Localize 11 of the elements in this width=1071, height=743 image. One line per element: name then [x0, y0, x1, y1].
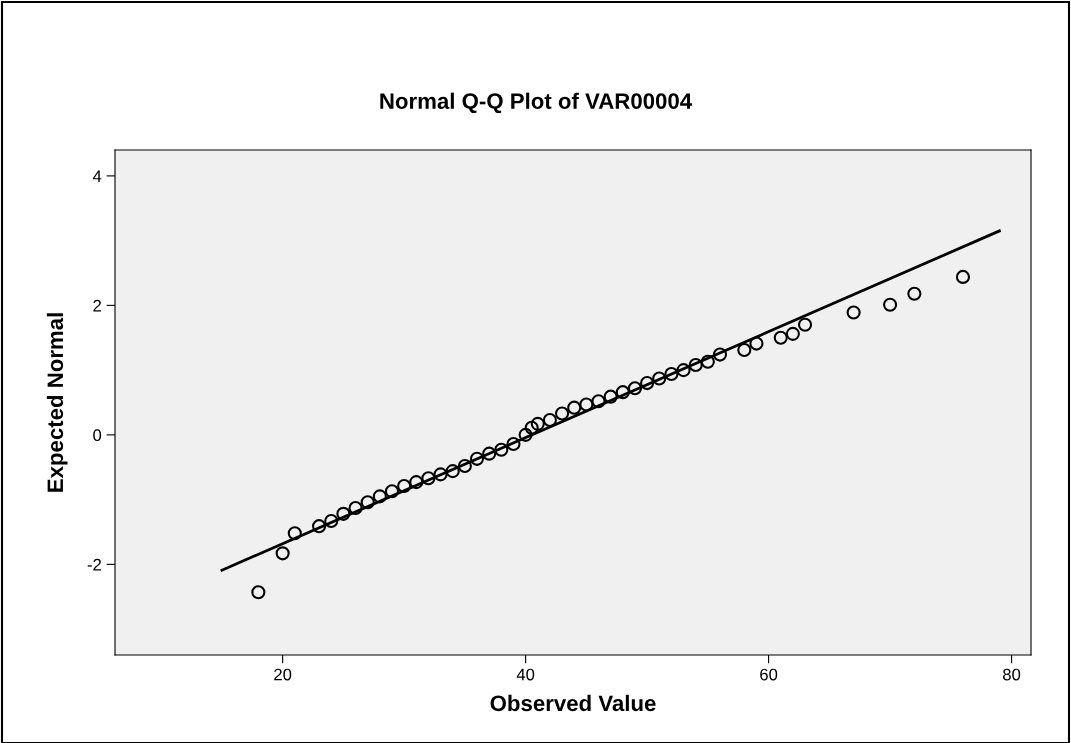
x-tick-label: 20	[274, 668, 292, 681]
y-tick-label: 0	[93, 429, 102, 442]
x-tick-label: 60	[760, 668, 778, 681]
x-tick-label: 80	[1003, 668, 1021, 681]
x-axis-title: Observed Value	[490, 694, 656, 712]
x-tick-label: 40	[516, 668, 535, 681]
chart-title: Normal Q-Q Plot of VAR00004	[380, 92, 693, 114]
y-axis-title: Expected Normal	[46, 313, 68, 492]
y-tick-label: 4	[92, 170, 102, 182]
y-tick-label: -2	[87, 558, 101, 571]
y-tick-label: 2	[93, 299, 101, 312]
